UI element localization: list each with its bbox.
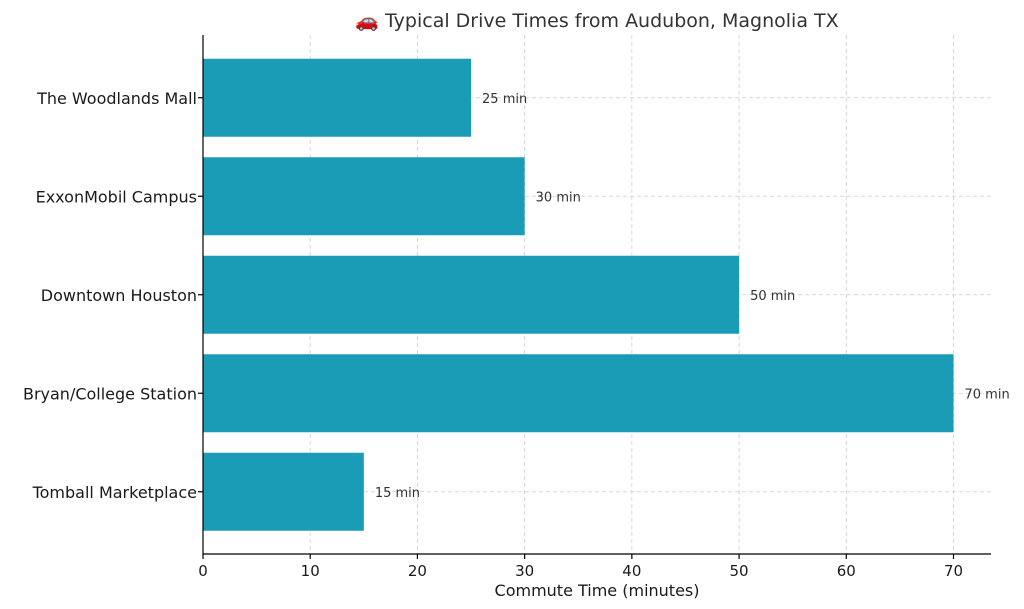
bar-tomball-marketplace (203, 452, 364, 531)
value-label: 15 min (375, 486, 420, 501)
category-label: The Woodlands Mall (36, 89, 197, 108)
bars (203, 58, 954, 531)
x-tick-label: 40 (622, 562, 641, 580)
category-label: Downtown Houston (41, 286, 197, 305)
bar-the-woodlands-mall (203, 58, 472, 137)
bar-downtown-houston (203, 255, 740, 334)
x-tick-label: 50 (730, 562, 749, 580)
x-tick-label: 70 (944, 562, 963, 580)
category-label: Tomball Marketplace (32, 483, 197, 502)
x-tick-label: 20 (408, 562, 427, 580)
category-labels: The Woodlands Mall ExxonMobil Campus Downt… (23, 89, 197, 502)
x-tick-label: 30 (515, 562, 534, 580)
value-label: 30 min (536, 190, 581, 205)
x-tick-labels: 0 10 20 30 40 50 60 70 (198, 562, 963, 580)
bar-exxonmobil-campus (203, 157, 525, 236)
bar-bryan-college-station (203, 354, 954, 433)
x-axis-label: Commute Time (minutes) (495, 581, 700, 600)
value-label: 70 min (965, 387, 1010, 402)
value-label: 50 min (750, 289, 795, 304)
category-label: Bryan/College Station (23, 384, 197, 403)
axes (198, 35, 991, 559)
x-tick-label: 0 (198, 562, 208, 580)
chart-title: 🚗 Typical Drive Times from Audubon, Magn… (355, 10, 838, 32)
x-tick-label: 60 (837, 562, 856, 580)
value-label: 25 min (482, 92, 527, 107)
category-label: ExxonMobil Campus (36, 187, 197, 206)
x-tick-label: 10 (301, 562, 320, 580)
value-labels: 25 min 30 min 50 min 70 min 15 min (375, 92, 1010, 501)
